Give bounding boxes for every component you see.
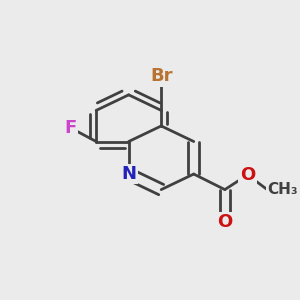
Text: CH₃: CH₃ <box>267 182 298 197</box>
Text: F: F <box>64 119 77 137</box>
Text: N: N <box>121 165 136 183</box>
Text: Br: Br <box>150 68 172 85</box>
Text: O: O <box>217 213 232 231</box>
Text: O: O <box>240 166 255 184</box>
